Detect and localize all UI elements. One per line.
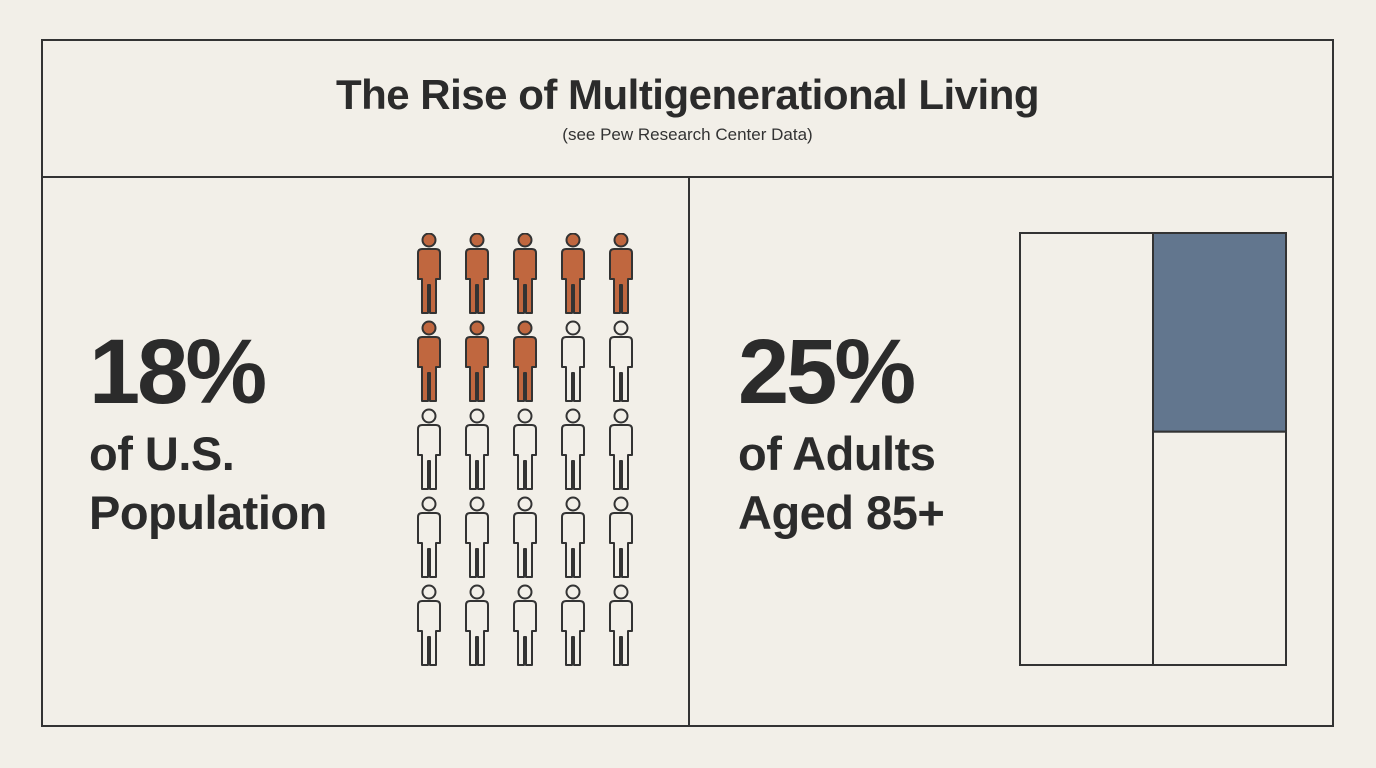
person-icon-empty [417, 496, 441, 578]
area-cell-top-right [1152, 232, 1287, 433]
page-subtitle: (see Pew Research Center Data) [562, 125, 813, 144]
person-icon-empty [465, 496, 489, 578]
area-cell-left [1019, 232, 1154, 666]
population-label-line1: of U.S. [89, 427, 235, 480]
person-icon-empty [417, 584, 441, 666]
person-icon-empty [561, 496, 585, 578]
infographic-frame: The Rise of Multigenerational Living (se… [41, 39, 1334, 727]
person-icon-empty [609, 320, 633, 402]
person-icon-empty [609, 408, 633, 490]
person-icon-empty [561, 320, 585, 402]
adults-85-percent: 25% [738, 321, 916, 423]
person-icon-empty [513, 496, 537, 578]
person-icon-empty [513, 584, 537, 666]
person-icon-empty [561, 584, 585, 666]
person-pictogram [417, 233, 633, 666]
person-icon-empty [513, 408, 537, 490]
page-title: The Rise of Multigenerational Living [335, 71, 1040, 118]
person-icon-empty [417, 408, 441, 490]
adults-85-label-line1: of Adults [738, 427, 936, 480]
person-icon-filled [561, 233, 585, 314]
person-icon-empty [561, 408, 585, 490]
person-icon-empty [609, 584, 633, 666]
person-icon-empty [609, 496, 633, 578]
adults-85-label-line2: Aged 85+ [738, 486, 945, 539]
population-percent: 18% [89, 321, 267, 423]
person-icon-filled [417, 320, 441, 402]
person-icon-filled [465, 233, 489, 314]
area-share-chart [1019, 232, 1287, 666]
person-icon-filled [465, 320, 489, 402]
person-icon-empty [465, 408, 489, 490]
person-icon-filled [513, 320, 537, 402]
person-icon-empty [465, 584, 489, 666]
person-icon-filled [609, 233, 633, 314]
population-label-line2: Population [89, 486, 327, 539]
person-icon-filled [417, 233, 441, 314]
area-cell-bottom-right [1152, 430, 1287, 666]
header: The Rise of Multigenerational Living (se… [43, 41, 1332, 178]
panel-divider [688, 178, 690, 727]
person-icon-filled [513, 233, 537, 314]
